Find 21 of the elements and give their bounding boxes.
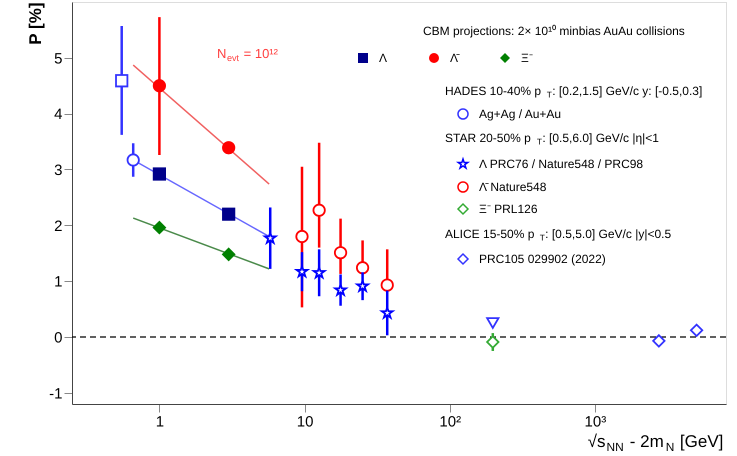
legend-label: Λ PRC76 / Nature548 / PRC98 <box>479 157 644 171</box>
annotation: CBM projections: 2× 10¹⁰ minbias AuAu collisions <box>423 24 685 38</box>
x-tick-label: 10 <box>296 414 314 430</box>
legend-label: Ξ⁻ PRL126 <box>479 202 538 216</box>
y-tick-label: 5 <box>54 50 62 68</box>
y-tick-label: 3 <box>54 162 62 179</box>
y-tick-label: 1 <box>54 274 62 291</box>
x-tick-label: 10³ <box>584 414 606 430</box>
legend-label: Ξ⁻ <box>521 51 533 65</box>
legend-label: Λ̄ <box>450 51 460 65</box>
y-tick-label: 0 <box>54 330 62 346</box>
legend-label: Λ̄ Nature548 <box>479 180 547 194</box>
y-tick-label: 2 <box>54 218 62 235</box>
x-tick-label: 10² <box>439 414 462 430</box>
x-tick-label: 1 <box>156 414 164 430</box>
legend-label: PRC105 029902 (2022) <box>479 252 606 266</box>
legend-label: Λ <box>379 51 388 65</box>
y-axis-title: P [%] <box>26 2 46 45</box>
legend-label: Ag+Ag / Au+Au <box>479 107 562 121</box>
y-tick-label: -1 <box>49 385 62 402</box>
y-tick-label: 4 <box>54 106 62 124</box>
